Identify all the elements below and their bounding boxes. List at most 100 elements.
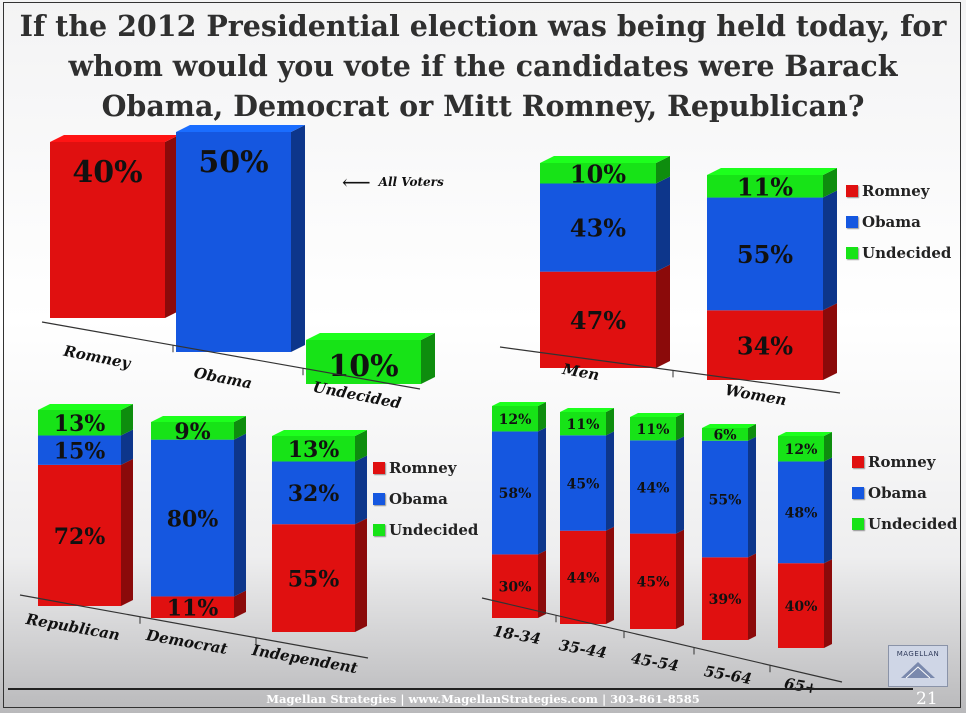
bar-segment-side — [823, 190, 837, 311]
legend-label: Romney — [868, 452, 936, 471]
bar-segment — [707, 310, 823, 380]
bar-segment — [38, 435, 121, 465]
category-label: 35-44 — [558, 636, 608, 662]
bar-segment — [272, 436, 355, 462]
bar-segment-side — [538, 427, 546, 555]
data-label: 40% — [72, 155, 142, 190]
data-label: 11% — [637, 422, 670, 438]
bar-segment — [151, 596, 234, 618]
legend-swatch — [373, 523, 385, 536]
bar-segment — [540, 271, 656, 368]
bar-segment-side — [656, 156, 670, 184]
legend-label: Obama — [389, 489, 448, 508]
annotation-text: All Voters — [378, 175, 444, 189]
bar-segment-side — [234, 416, 246, 440]
legend-swatch — [846, 184, 858, 197]
category-label: 18-34 — [492, 622, 542, 648]
data-label: 72% — [54, 524, 106, 550]
bar-segment-side — [606, 431, 614, 531]
bar-segment-side — [656, 176, 670, 272]
data-label: 34% — [737, 331, 793, 360]
data-label: 55% — [709, 492, 742, 508]
bar-segment-side — [121, 429, 133, 465]
bar-segment-top — [560, 408, 614, 412]
data-label: 45% — [637, 575, 670, 591]
bar-segment-side — [824, 559, 832, 648]
bar-segment-side — [606, 526, 614, 624]
bar-segment-side — [824, 432, 832, 462]
bar-segment-side — [676, 436, 684, 534]
bar-segment — [560, 412, 606, 436]
legend-gender: Romney Obama Undecided — [846, 175, 951, 268]
bar-segment-side — [676, 529, 684, 629]
all-voters-annotation: ⟵ All Voters — [342, 170, 444, 194]
bar-segment — [560, 530, 606, 624]
data-label: 13% — [288, 437, 340, 463]
legend-item: Obama — [846, 206, 951, 237]
legend-label: Romney — [862, 181, 930, 200]
category-label: 55-64 — [703, 662, 753, 688]
bar-romney — [50, 142, 165, 318]
data-label: 11% — [567, 417, 600, 433]
left-arrow-icon: ⟵ — [342, 170, 371, 194]
category-label: Obama — [192, 364, 253, 393]
legend-label: Obama — [862, 212, 921, 231]
bar-segment-top — [630, 413, 684, 417]
bar-obama-side — [291, 125, 305, 352]
bar-undecided-top — [306, 333, 435, 340]
data-label: 55% — [288, 566, 340, 592]
bar-segment — [707, 197, 823, 311]
bar-segment-side — [355, 518, 367, 632]
bar-segment — [778, 436, 824, 462]
data-label: 80% — [167, 506, 219, 532]
bar-segment-side — [823, 303, 837, 380]
bar-segment-top — [540, 156, 670, 163]
data-label: 11% — [737, 172, 793, 201]
axis-line-gender — [499, 346, 841, 394]
bar-segment-top — [707, 168, 837, 175]
legend-label: Undecided — [389, 520, 479, 539]
bar-segment — [702, 440, 748, 558]
bar-segment-side — [823, 168, 837, 198]
bar-segment — [702, 557, 748, 640]
legend-swatch — [373, 492, 385, 505]
bar-segment — [492, 406, 538, 432]
bar-segment-side — [234, 590, 246, 618]
dome-icon — [901, 662, 935, 679]
legend-item: Undecided — [846, 237, 951, 268]
category-label: Romney — [61, 342, 133, 373]
slide-title: If the 2012 Presidential election was be… — [19, 9, 947, 123]
data-label: 13% — [54, 411, 106, 437]
bar-romney-top — [50, 135, 179, 142]
data-label: 44% — [637, 480, 670, 496]
axis-line-all-voters — [41, 321, 421, 390]
bar-segment — [151, 422, 234, 440]
legend-item: Romney — [373, 452, 478, 483]
data-label: 55% — [737, 240, 793, 269]
data-label: 47% — [570, 306, 626, 335]
data-label: 11% — [167, 596, 219, 622]
legend-item: Obama — [373, 483, 478, 514]
bar-segment — [778, 461, 824, 564]
bar-segment-side — [234, 433, 246, 597]
bar-segment-top — [272, 430, 367, 436]
bar-segment — [560, 435, 606, 531]
category-label: 45-54 — [630, 649, 680, 675]
bar-segment-side — [121, 404, 133, 436]
data-label: 15% — [54, 439, 106, 465]
legend-item: Undecided — [373, 514, 478, 545]
bar-segment-top — [38, 404, 133, 410]
bar-segment-side — [355, 455, 367, 525]
data-label: 50% — [198, 145, 268, 180]
legend-label: Undecided — [868, 514, 958, 533]
data-label: 6% — [713, 428, 736, 444]
bar-segment — [38, 464, 121, 606]
bar-obama — [176, 132, 291, 352]
legend-item: Undecided — [852, 508, 957, 539]
category-label: Republican — [24, 610, 122, 644]
slide-border — [3, 2, 961, 708]
data-label: 58% — [499, 486, 532, 502]
category-label: 65+ — [783, 674, 819, 698]
bar-segment-side — [748, 424, 756, 441]
bar-segment — [38, 410, 121, 436]
